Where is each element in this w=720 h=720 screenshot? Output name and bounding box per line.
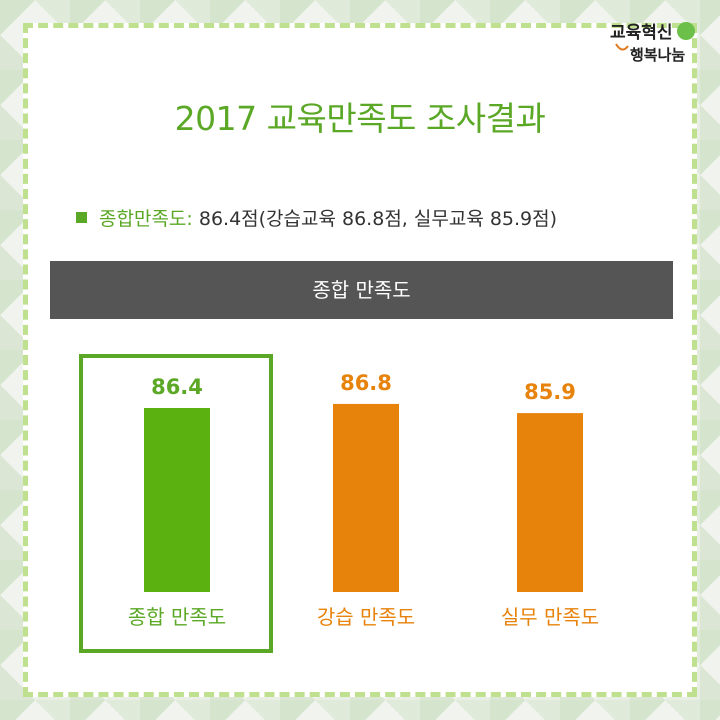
summary-label: 종합만족도:	[99, 208, 193, 230]
category-label: 강습 만족도	[317, 605, 415, 629]
bar-value-label: 85.9	[524, 380, 576, 404]
bullet-square-icon	[76, 212, 87, 223]
category-label: 실무 만족도	[501, 605, 599, 629]
summary-text: 86.4점(강습교육 86.8점, 실무교육 85.9점)	[192, 208, 558, 230]
bar-value-label: 86.4	[151, 375, 203, 399]
logo-graphic: 교육혁신 행복나눔	[610, 22, 695, 64]
bar	[333, 403, 399, 592]
section-header: 종합 만족도	[50, 261, 673, 319]
logo-text-top: 교육혁신	[610, 22, 673, 43]
logo-text-bottom: 행복나눔	[630, 46, 685, 64]
category-label: 종합 만족도	[128, 605, 226, 629]
logo-leaf-icon	[677, 22, 695, 40]
page-title: 2017 교육만족도 조사결과	[174, 99, 546, 138]
highlight-box	[79, 354, 273, 653]
logo-swoosh-icon	[615, 43, 629, 51]
bar	[517, 413, 583, 592]
bar	[144, 408, 210, 592]
bar-value-label: 86.8	[340, 371, 392, 395]
summary-line: 종합만족도: 86.4점(강습교육 86.8점, 실무교육 85.9점)	[76, 204, 557, 231]
